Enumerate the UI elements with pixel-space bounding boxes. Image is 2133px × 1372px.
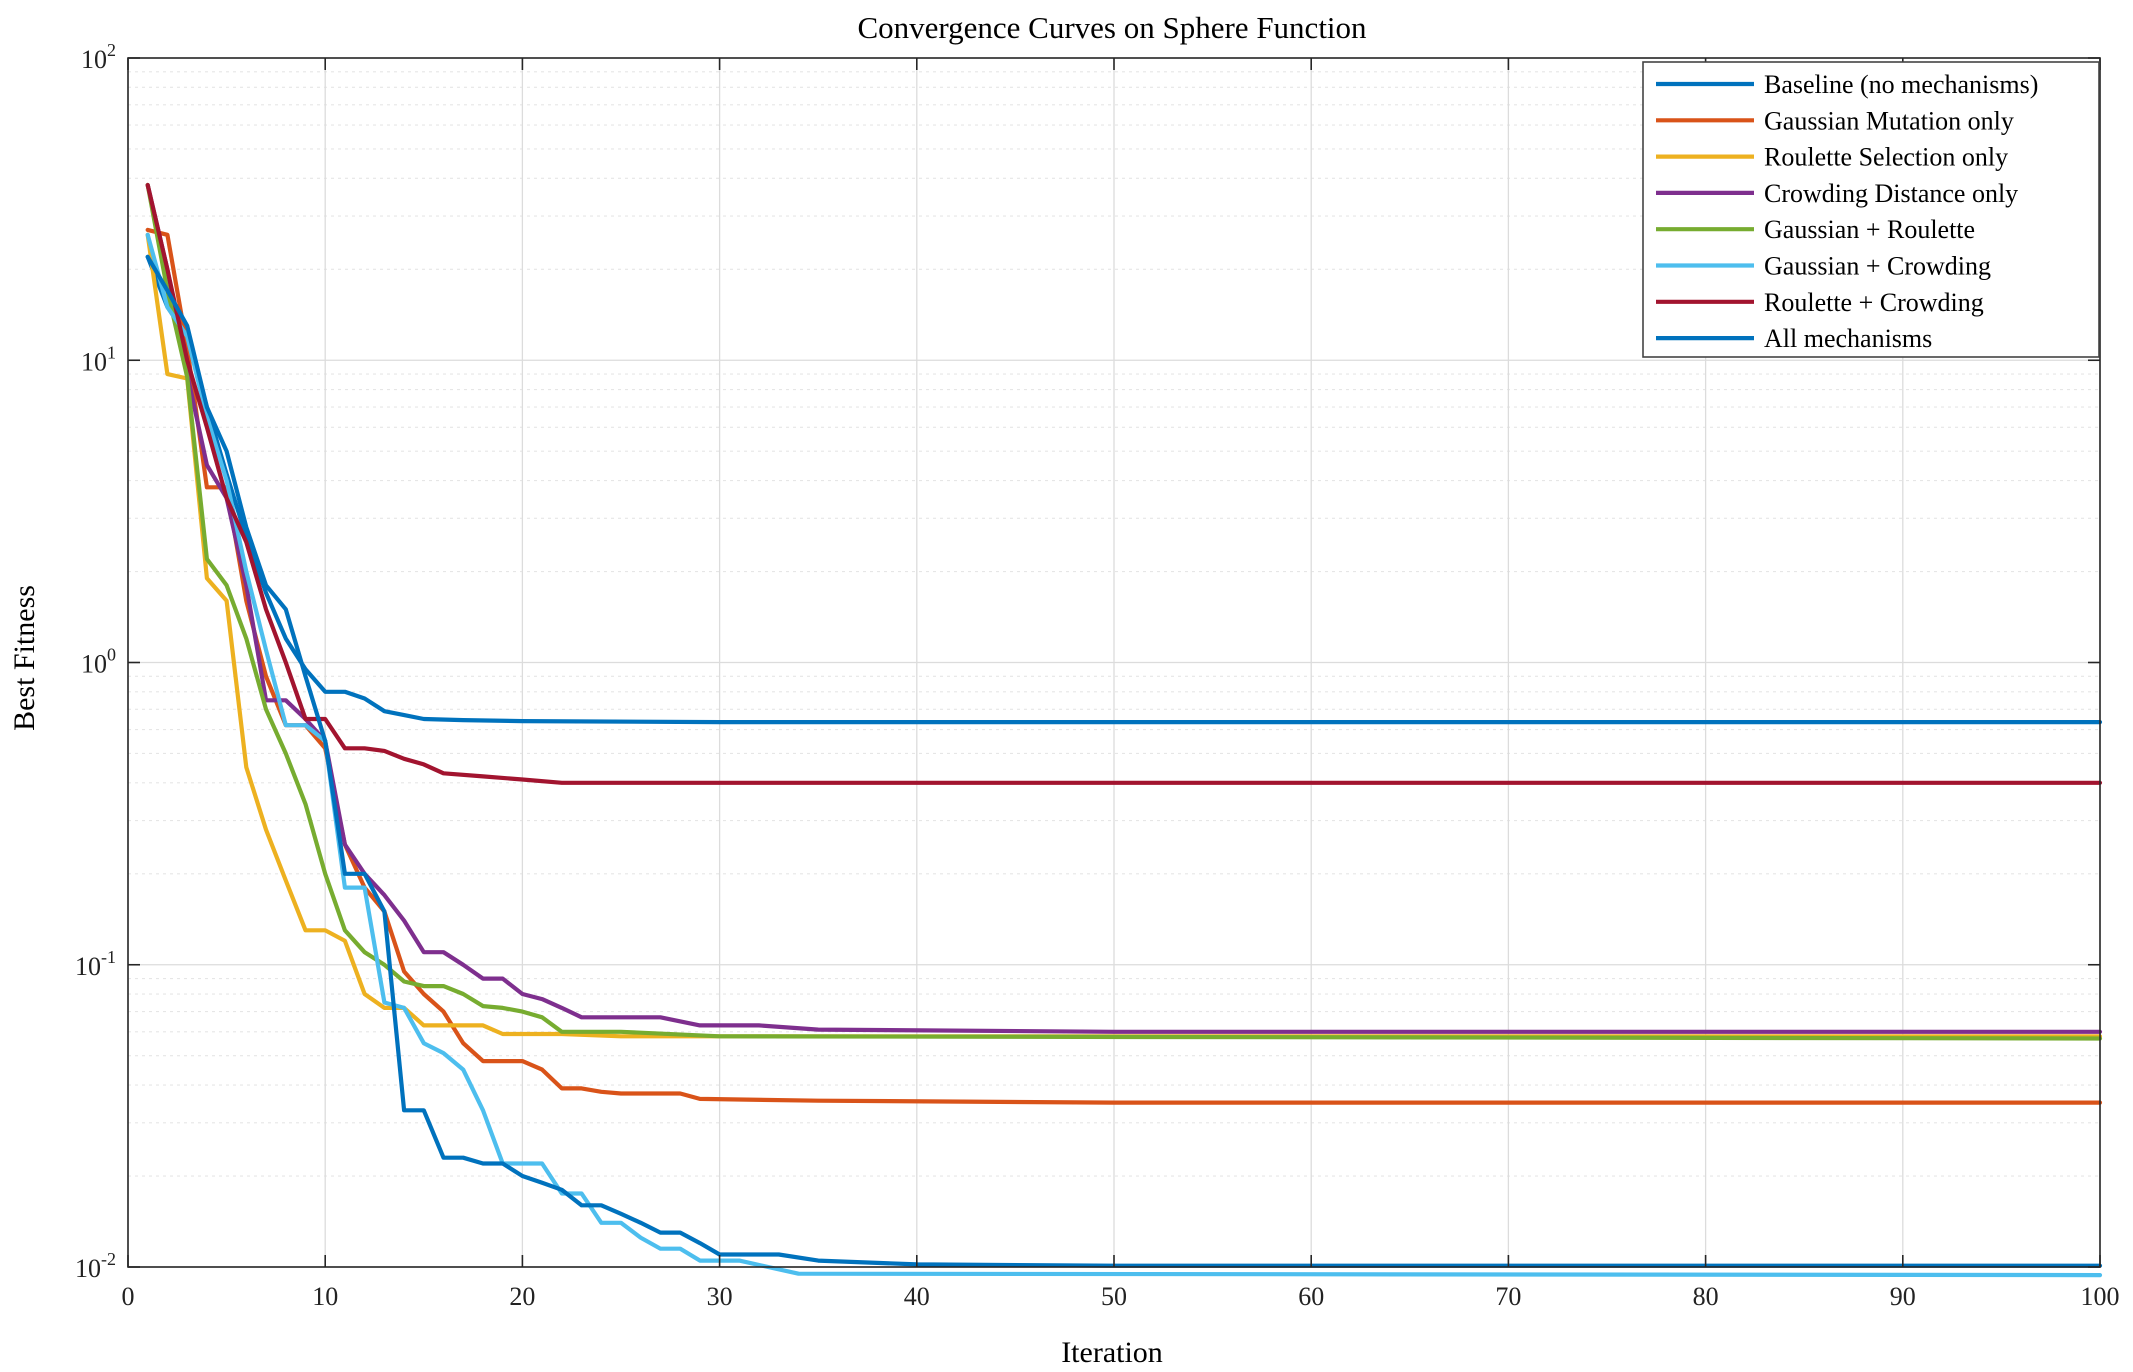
x-tick-label: 40 xyxy=(904,1282,930,1311)
series-line-2 xyxy=(145,227,2103,1105)
series-line-4 xyxy=(145,182,2103,1034)
legend-label-5: Gaussian + Roulette xyxy=(1764,215,1975,244)
x-tick-label: 100 xyxy=(2081,1282,2120,1311)
x-tick-label: 70 xyxy=(1495,1282,1521,1311)
series-line-8 xyxy=(145,254,2103,1268)
legend-box xyxy=(1642,61,2100,358)
legend-label-4: Crowding Distance only xyxy=(1764,179,2018,208)
x-tick-label: 90 xyxy=(1890,1282,1916,1311)
legend: Baseline (no mechanisms) Gaussian Mutatio… xyxy=(1642,61,2100,358)
series-line-5 xyxy=(145,182,2103,1041)
x-axis-label: Iteration xyxy=(1061,1336,1163,1369)
x-tick-label: 50 xyxy=(1101,1282,1127,1311)
x-tick-label: 10 xyxy=(312,1282,338,1311)
x-tick-label: 30 xyxy=(707,1282,733,1311)
series-line-7 xyxy=(145,182,2103,785)
x-tick-label: 80 xyxy=(1693,1282,1719,1311)
x-tick-label: 20 xyxy=(509,1282,535,1311)
series-line-6 xyxy=(145,232,2103,1278)
y-axis-label: Best Fitness xyxy=(8,585,41,731)
x-tick-label: 60 xyxy=(1298,1282,1324,1311)
legend-label-7: Roulette + Crowding xyxy=(1764,288,1984,317)
y-tick-label: 102 xyxy=(81,40,116,74)
y-tick-label: 101 xyxy=(81,342,116,376)
legend-label-1: Baseline (no mechanisms) xyxy=(1764,70,2038,99)
legend-label-6: Gaussian + Crowding xyxy=(1764,252,1991,281)
chart-title: Convergence Curves on Sphere Function xyxy=(857,10,1367,45)
series-line-3 xyxy=(145,232,2103,1039)
x-tick-label: 0 xyxy=(122,1282,135,1311)
y-tick-label: 10-1 xyxy=(75,947,116,981)
y-tick-label: 10-2 xyxy=(75,1249,116,1283)
y-tick-label: 100 xyxy=(81,645,116,679)
legend-label-2: Gaussian Mutation only xyxy=(1764,106,2014,135)
series-lines xyxy=(145,182,2103,1278)
legend-label-3: Roulette Selection only xyxy=(1764,143,2008,172)
y-tick-labels: 10-2 10-1 100 101 102 xyxy=(75,40,116,1283)
legend-label-8: All mechanisms xyxy=(1764,324,1932,353)
x-tick-labels: 0 10 20 30 40 50 60 70 80 90 100 xyxy=(122,1282,2120,1311)
